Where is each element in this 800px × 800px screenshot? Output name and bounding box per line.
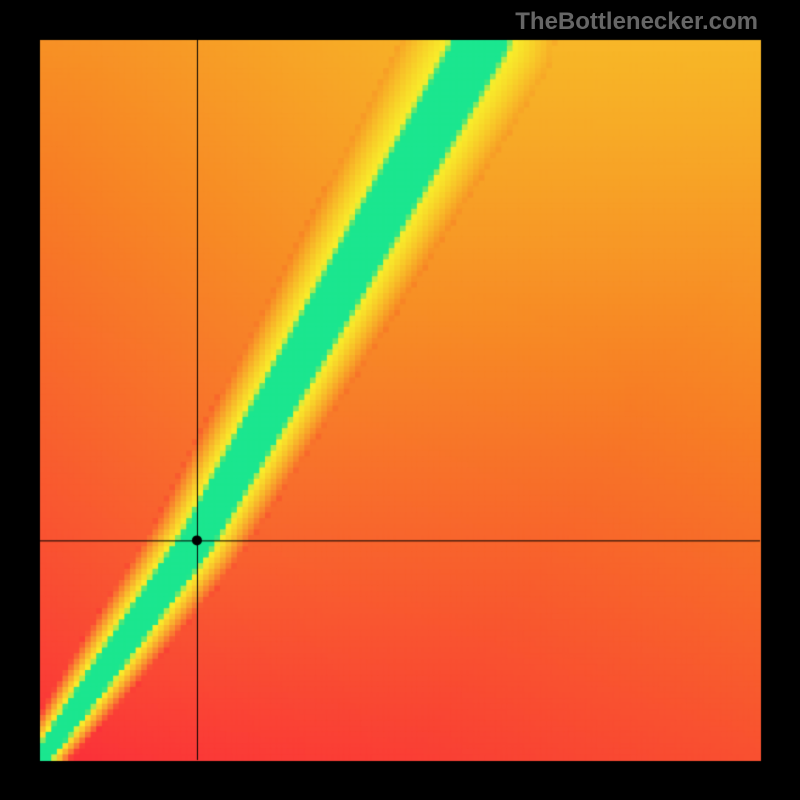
- watermark-text: TheBottlenecker.com: [515, 8, 758, 36]
- chart-container: TheBottlenecker.com: [0, 0, 800, 800]
- bottleneck-heatmap: [0, 0, 800, 800]
